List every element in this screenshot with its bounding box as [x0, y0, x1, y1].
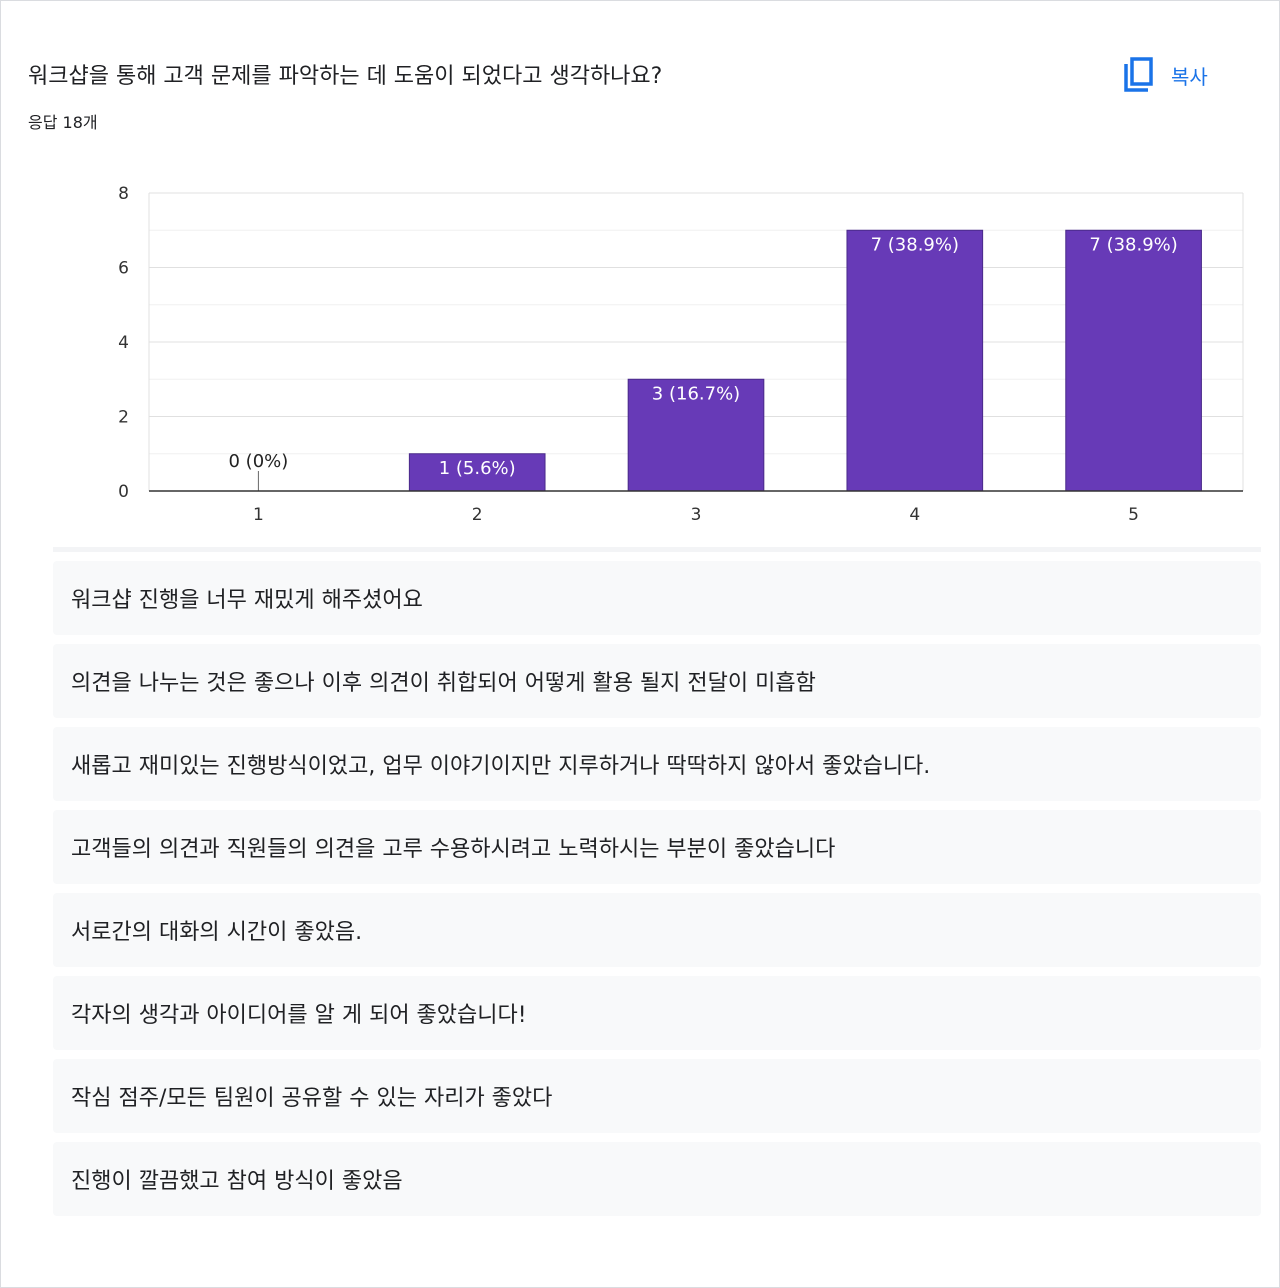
- bar-data-label: 1 (5.6%): [439, 458, 516, 479]
- bar: [1065, 229, 1202, 492]
- x-tick-label: 4: [909, 505, 920, 525]
- response-count: 응답 18개: [28, 113, 98, 132]
- response-item: 고객들의 의견과 직원들의 의견을 고루 수용하시려고 노력하시는 부분이 좋았…: [53, 810, 1261, 884]
- x-tick-label: 3: [691, 505, 702, 525]
- x-tick-label: 2: [472, 505, 483, 525]
- response-item: 의견을 나누는 것은 좋으나 이후 의견이 취합되어 어떻게 활용 될지 전달이…: [53, 644, 1261, 718]
- x-tick-label: 1: [253, 505, 264, 525]
- response-item: 작심 점주/모든 팀원이 공유할 수 있는 자리가 좋았다: [53, 1059, 1261, 1133]
- response-item: 각자의 생각과 아이디어를 알 게 되어 좋았습니다!: [53, 976, 1261, 1050]
- response-item: 서로간의 대화의 시간이 좋았음.: [53, 893, 1261, 967]
- bar: [627, 378, 765, 492]
- response-text: 고객들의 의견과 직원들의 의견을 고루 수용하시려고 노력하시는 부분이 좋았…: [71, 837, 836, 862]
- copy-button[interactable]: 복사: [1121, 53, 1231, 97]
- y-tick-label: 2: [118, 408, 129, 428]
- response-item: 진행이 깔끔했고 참여 방식이 좋았음: [53, 1142, 1261, 1216]
- response-text: 의견을 나누는 것은 좋으나 이후 의견이 취합되어 어떻게 활용 될지 전달이…: [71, 671, 816, 696]
- y-tick-label: 8: [118, 184, 129, 204]
- response-text: 진행이 깔끔했고 참여 방식이 좋았음: [71, 1169, 403, 1194]
- bar-data-label: 7 (38.9%): [1089, 234, 1177, 255]
- response-text: 새롭고 재미있는 진행방식이었고, 업무 이야기이지만 지루하거나 딱딱하지 않…: [71, 754, 931, 779]
- bar: [846, 229, 984, 492]
- question-title: 워크샵을 통해 고객 문제를 파악하는 데 도움이 되었다고 생각하나요?: [28, 64, 663, 89]
- chart-bars: 0 (0%) 1 (5.6%) 3 (16.7%) 7 (38.9%) 7 (38.9%…: [229, 229, 1202, 492]
- bar-chart: 0 2 4 6 8 0 (0%) 1 (5.6%) 3 (16.7%) 7 (38.9%) 7 …: [101, 171, 1261, 541]
- response-text: 각자의 생각과 아이디어를 알 게 되어 좋았습니다!: [71, 1003, 527, 1028]
- bar-data-label: 0 (0%): [229, 451, 289, 472]
- y-axis-ticks: 0 2 4 6 8: [118, 184, 129, 502]
- response-text: 워크샵 진행을 너무 재밌게 해주셨어요: [71, 588, 423, 613]
- chart-divider: [53, 547, 1261, 552]
- copy-label: 복사: [1171, 64, 1208, 89]
- copy-icon: [1121, 56, 1157, 94]
- response-text: 작심 점주/모든 팀원이 공유할 수 있는 자리가 좋았다: [71, 1086, 553, 1111]
- y-tick-label: 6: [118, 259, 129, 279]
- bar: [408, 453, 546, 492]
- y-tick-label: 0: [118, 482, 129, 502]
- y-tick-label: 4: [118, 333, 129, 353]
- x-axis-ticks: 1 2 3 4 5: [253, 505, 1139, 525]
- bar-data-label: 3 (16.7%): [652, 383, 740, 404]
- response-item: 새롭고 재미있는 진행방식이었고, 업무 이야기이지만 지루하거나 딱딱하지 않…: [53, 727, 1261, 801]
- bar-data-label: 7 (38.9%): [871, 234, 959, 255]
- response-item: 워크샵 진행을 너무 재밌게 해주셨어요: [53, 561, 1261, 635]
- chart-grid: [148, 192, 1244, 492]
- x-tick-label: 5: [1128, 505, 1139, 525]
- bar-chart-svg: 0 2 4 6 8 0 (0%) 1 (5.6%) 3 (16.7%) 7 (38.9%) 7 …: [118, 184, 1244, 525]
- response-text: 서로간의 대화의 시간이 좋았음.: [71, 920, 363, 945]
